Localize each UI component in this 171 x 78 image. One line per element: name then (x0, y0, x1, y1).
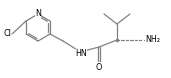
Text: NH₂: NH₂ (146, 35, 161, 45)
Text: N: N (35, 10, 41, 18)
Text: Cl: Cl (3, 29, 11, 39)
Text: HN: HN (75, 50, 87, 58)
Text: O: O (96, 62, 102, 72)
